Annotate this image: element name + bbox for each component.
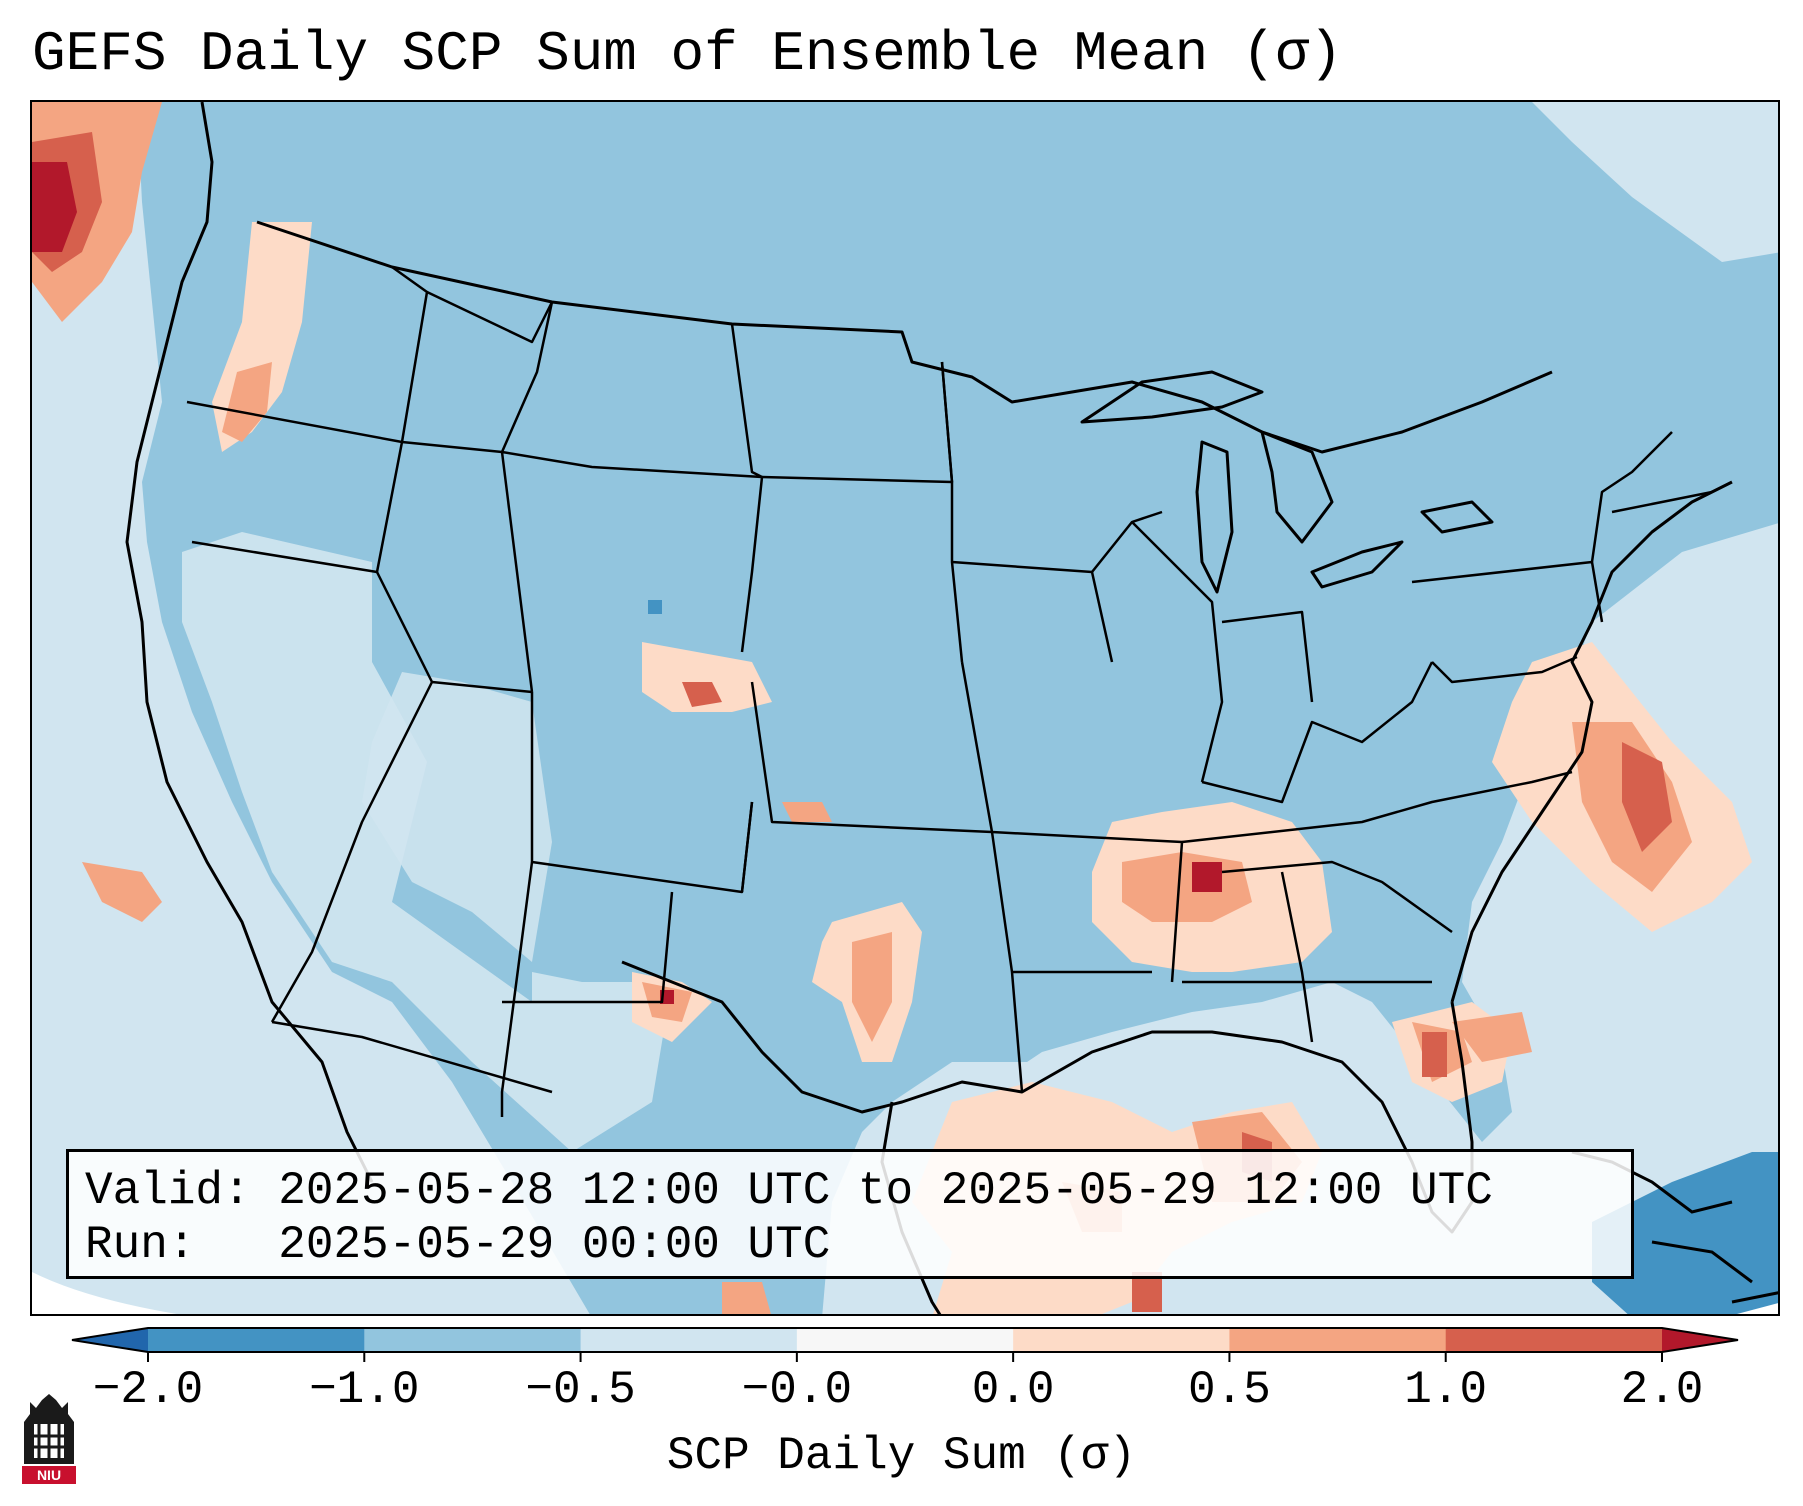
lake-huron	[1260, 430, 1334, 544]
valid-time-line: Valid: 2025-05-28 12:00 UTC to 2025-05-2…	[85, 1165, 1493, 1217]
lake-michigan	[1195, 440, 1234, 594]
colorbar-tick-label: −0.0	[741, 1364, 853, 1416]
lake-erie	[1310, 540, 1404, 589]
colorbar-segment	[1229, 1328, 1447, 1352]
colorbar-tick-label: −0.5	[525, 1364, 636, 1416]
colorbar-segment	[148, 1328, 365, 1352]
lake-ontario	[1420, 500, 1494, 534]
colorbar-tick-label: −2.0	[92, 1364, 204, 1416]
colorbar-over-arrow	[1662, 1328, 1738, 1352]
western-light-field	[182, 532, 672, 1152]
lake-superior	[1080, 370, 1264, 424]
colorbar-tick-label: 1.0	[1404, 1364, 1488, 1416]
projection-edge-right	[1699, 1293, 1778, 1314]
us-canada-border	[256, 220, 1553, 454]
colorbar-segment	[1013, 1328, 1230, 1352]
state-borders	[186, 265, 1713, 1117]
colorbar-tick-label: 0.5	[1188, 1364, 1271, 1416]
colorbar-tick-label: −1.0	[309, 1364, 420, 1416]
great-basin-light-field	[362, 672, 552, 962]
colorbar-under-arrow	[72, 1328, 148, 1352]
colorbar-segments	[148, 1328, 1663, 1352]
atlantic-coastline	[1450, 480, 1733, 1003]
caribbean-dark-patch	[1592, 1152, 1778, 1314]
pacific-coastline	[125, 102, 374, 1183]
colorbar-segment	[580, 1328, 798, 1352]
colorbar-tick-label: 2.0	[1620, 1364, 1704, 1416]
valid-run-info-box: Valid: 2025-05-28 12:00 UTC to 2025-05-2…	[66, 1149, 1634, 1279]
projection-edge-left	[32, 1272, 177, 1314]
colorbar-segment	[1445, 1328, 1663, 1352]
colorbar-label: SCP Daily Sum (σ)	[666, 1430, 1137, 1482]
colorbar-segment	[796, 1328, 1014, 1352]
niu-castle-logo: NIU	[22, 1394, 76, 1484]
colorbar-segment	[364, 1328, 582, 1352]
colorbar-ticks	[147, 1352, 1663, 1362]
chart-title: GEFS Daily SCP Sum of Ensemble Mean (σ)	[32, 22, 1343, 86]
map-panel	[30, 100, 1780, 1316]
logo-text: NIU	[37, 1467, 61, 1483]
colorado-dark-pixel	[648, 600, 662, 614]
colorbar	[71, 1327, 1739, 1362]
run-time-line: Run: 2025-05-29 00:00 UTC	[85, 1219, 831, 1271]
colorbar-tick-label: 0.0	[971, 1364, 1055, 1416]
map-canvas	[32, 102, 1778, 1314]
